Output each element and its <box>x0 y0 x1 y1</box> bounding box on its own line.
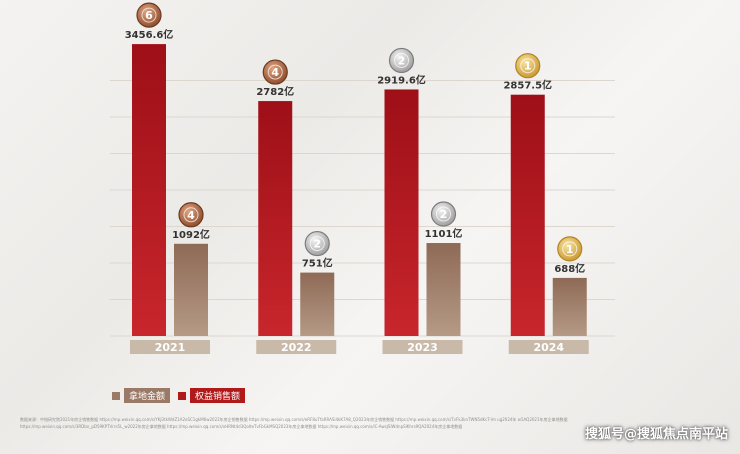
tick-label-2024: 2024 <box>533 341 564 354</box>
tick-label-2023: 2023 <box>407 341 438 354</box>
legend-swatch-land <box>112 391 120 400</box>
legend-label-sales: 权益销售额 <box>190 388 246 403</box>
medal-land-2021-disc <box>178 202 204 228</box>
tick-label-2021: 2021 <box>155 341 186 354</box>
medal-sales-2023: 2 <box>388 47 415 74</box>
medal-land-2021-rank: 4 <box>187 209 195 222</box>
medal-land-2023-rank: 2 <box>440 208 448 221</box>
data-label-sales-2024: 2857.5亿 <box>503 79 552 92</box>
medal-sales-2022-disc <box>262 59 288 85</box>
data-label-sales-2022: 2782亿 <box>256 85 294 98</box>
x-axis: 2021 2022 2023 2024 <box>130 340 589 354</box>
medal-sales-2022-ring <box>267 64 283 80</box>
legend-item-sales: 权益销售额 <box>178 388 246 403</box>
medal-sales-2024-ring <box>520 58 536 74</box>
bar-land-2021 <box>174 243 208 336</box>
medal-sales-2021-ring <box>141 7 157 23</box>
medal-land-2022-ring <box>309 236 325 252</box>
medal-sales-2024-disc <box>515 53 541 79</box>
medal-land-2024-rank: 1 <box>566 243 574 256</box>
medal-land-2022-rank: 2 <box>313 238 321 251</box>
bar-land-2024 <box>552 277 587 336</box>
category-pill-2024 <box>508 340 589 354</box>
medal-sales-2023-rank: 2 <box>398 54 406 67</box>
bar-sales-2022 <box>258 101 293 336</box>
watermark: 搜狐号@搜狐焦点南平站 <box>584 427 728 442</box>
tick-label-2022: 2022 <box>281 341 312 354</box>
bar-land-2022 <box>300 272 335 336</box>
medal-sales-2024: 1 <box>515 53 541 79</box>
medal-sales-2021: 6 <box>136 2 162 28</box>
category-pill-2022 <box>256 340 337 354</box>
medal-land-2024-disc <box>557 236 583 262</box>
medal-sales-2021-disc <box>136 2 162 28</box>
data-label-sales-2021: 3456.6亿 <box>125 28 174 41</box>
data-label-land-2024: 688亿 <box>554 262 585 275</box>
bars-group: 3456.6亿 6 1092亿 4 2782亿 4 751亿 2 2919.6亿 2 1101亿 2 2… <box>125 2 587 337</box>
bar-sales-2024 <box>510 94 545 336</box>
medal-sales-2024-rank: 1 <box>524 60 532 73</box>
medal-land-2021: 4 <box>178 202 204 228</box>
data-source-footnote: 数据来源：中指研究院2021年房企销售数据 https://mp.weixin.… <box>20 417 568 429</box>
legend-label-land: 拿地金额 <box>124 388 171 403</box>
data-label-land-2021: 1092亿 <box>172 228 210 241</box>
data-label-land-2023: 1101亿 <box>425 227 463 240</box>
medal-sales-2022: 4 <box>262 59 288 85</box>
bar-land-2023 <box>426 243 461 336</box>
medal-land-2024: 1 <box>557 236 583 262</box>
data-label-land-2022: 751亿 <box>302 257 333 270</box>
medal-land-2022: 2 <box>304 230 330 257</box>
medal-sales-2023-ring <box>394 52 409 68</box>
medal-land-2022-disc <box>304 230 330 257</box>
category-pill-2021 <box>130 340 210 354</box>
medal-sales-2023-disc <box>388 47 415 74</box>
legend-swatch-sales <box>178 391 187 400</box>
medal-sales-2021-rank: 6 <box>145 9 153 22</box>
data-label-sales-2023: 2919.6亿 <box>377 73 426 86</box>
bar-sales-2021 <box>132 44 166 336</box>
category-pill-2023 <box>382 340 463 354</box>
medal-land-2023-ring <box>436 206 451 222</box>
legend: 拿地金额 权益销售额 <box>112 388 246 403</box>
legend-item-land: 拿地金额 <box>112 388 171 403</box>
medal-land-2023: 2 <box>430 201 457 227</box>
bar-sales-2023 <box>384 89 419 337</box>
medal-sales-2022-rank: 4 <box>271 66 279 79</box>
medal-land-2024-ring <box>562 241 578 257</box>
medal-land-2021-ring <box>183 207 199 223</box>
medal-land-2023-disc <box>430 201 457 227</box>
